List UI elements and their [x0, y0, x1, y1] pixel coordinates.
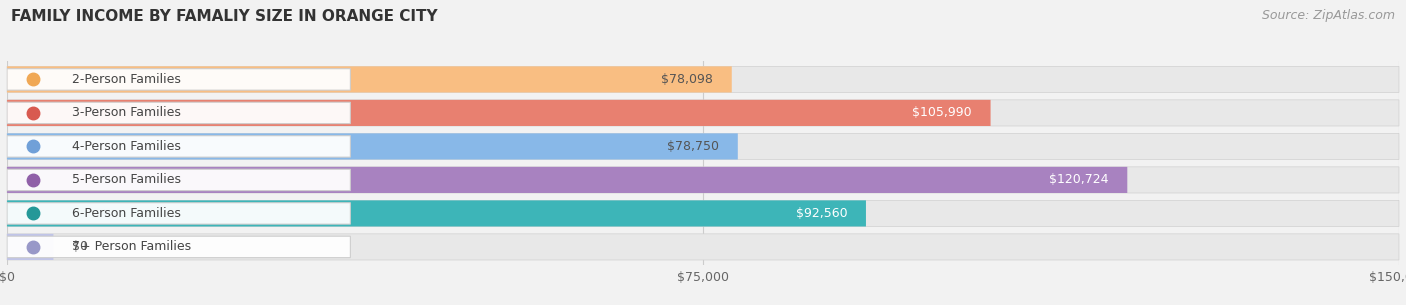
Text: $105,990: $105,990	[912, 106, 972, 120]
FancyBboxPatch shape	[7, 100, 1399, 126]
Text: $92,560: $92,560	[796, 207, 848, 220]
Text: $0: $0	[72, 240, 89, 253]
FancyBboxPatch shape	[7, 169, 350, 191]
FancyBboxPatch shape	[7, 66, 731, 92]
Text: 4-Person Families: 4-Person Families	[72, 140, 181, 153]
Text: 5-Person Families: 5-Person Families	[72, 174, 181, 186]
FancyBboxPatch shape	[7, 100, 991, 126]
FancyBboxPatch shape	[7, 236, 350, 258]
Text: 3-Person Families: 3-Person Families	[72, 106, 181, 120]
FancyBboxPatch shape	[7, 167, 1399, 193]
FancyBboxPatch shape	[7, 133, 1399, 160]
Text: $78,098: $78,098	[661, 73, 713, 86]
FancyBboxPatch shape	[7, 66, 1399, 92]
Text: $78,750: $78,750	[668, 140, 720, 153]
FancyBboxPatch shape	[7, 69, 350, 90]
Text: 7+ Person Families: 7+ Person Families	[72, 240, 191, 253]
FancyBboxPatch shape	[7, 200, 866, 227]
FancyBboxPatch shape	[7, 234, 53, 260]
FancyBboxPatch shape	[7, 167, 1128, 193]
Text: FAMILY INCOME BY FAMALIY SIZE IN ORANGE CITY: FAMILY INCOME BY FAMALIY SIZE IN ORANGE …	[11, 9, 437, 24]
FancyBboxPatch shape	[7, 102, 350, 124]
FancyBboxPatch shape	[7, 234, 1399, 260]
FancyBboxPatch shape	[7, 200, 1399, 227]
FancyBboxPatch shape	[7, 136, 350, 157]
Text: Source: ZipAtlas.com: Source: ZipAtlas.com	[1261, 9, 1395, 22]
Text: 2-Person Families: 2-Person Families	[72, 73, 181, 86]
Text: 6-Person Families: 6-Person Families	[72, 207, 181, 220]
FancyBboxPatch shape	[7, 203, 350, 224]
FancyBboxPatch shape	[7, 133, 738, 160]
Text: $120,724: $120,724	[1049, 174, 1109, 186]
